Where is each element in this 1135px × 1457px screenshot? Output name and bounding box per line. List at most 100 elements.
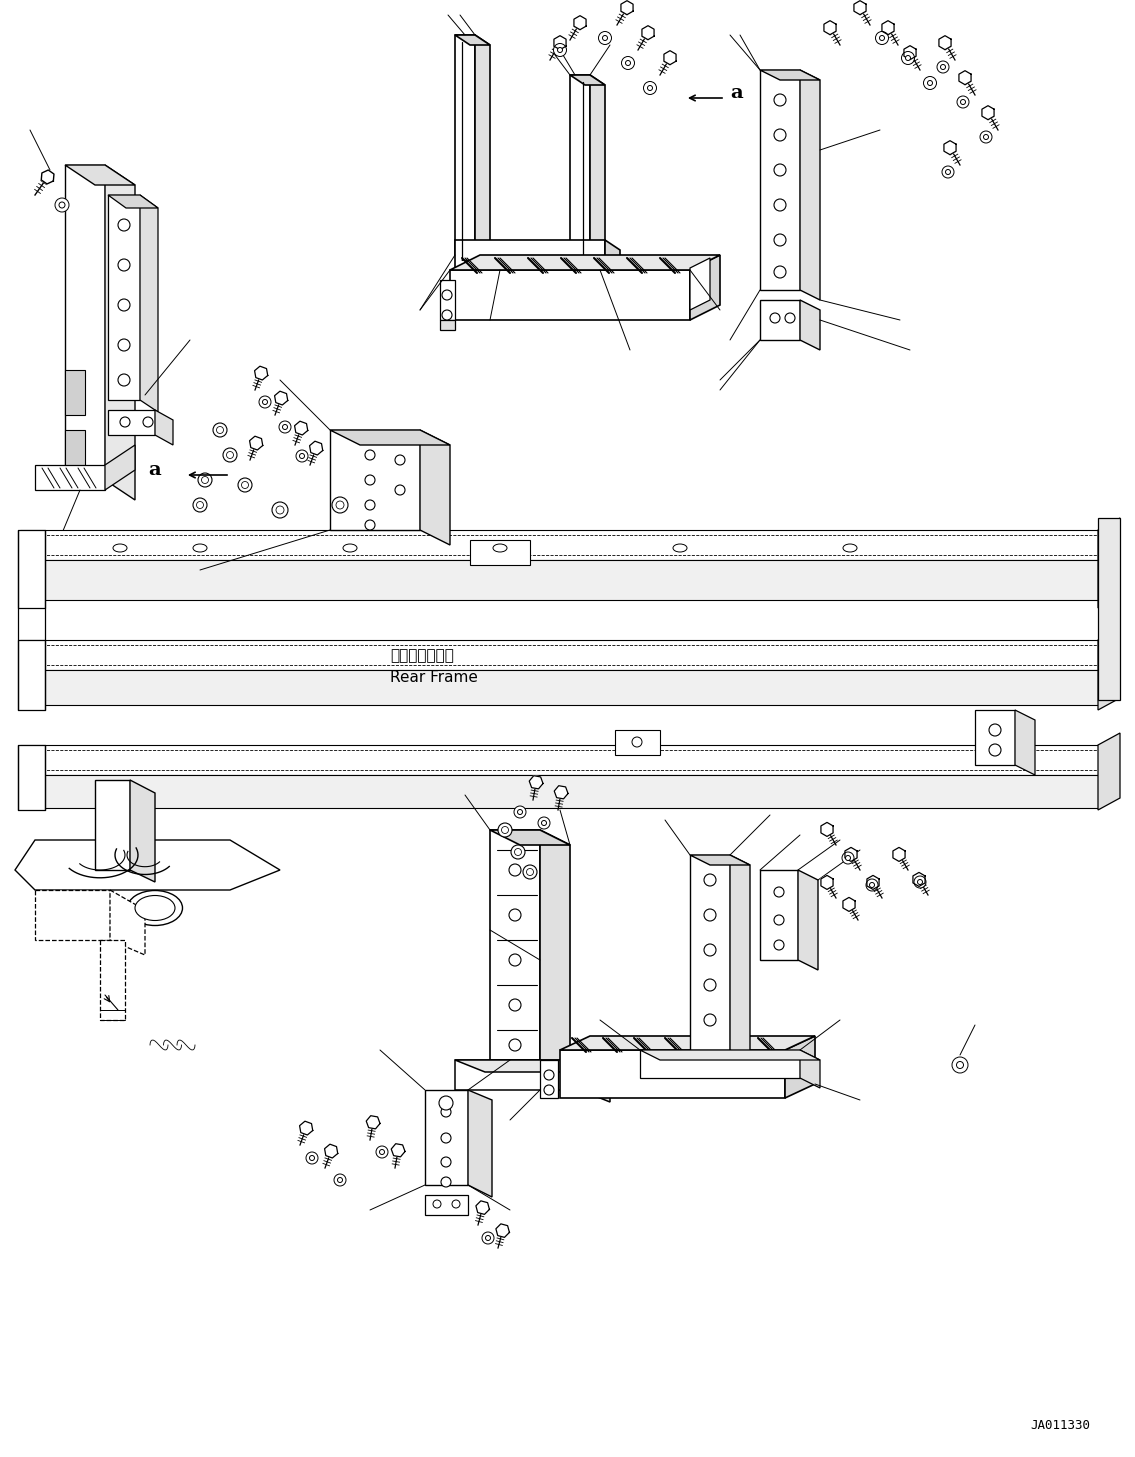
Circle shape xyxy=(118,299,131,310)
Circle shape xyxy=(334,1174,346,1186)
Circle shape xyxy=(498,823,512,836)
Polygon shape xyxy=(605,240,620,278)
Polygon shape xyxy=(440,280,455,321)
Polygon shape xyxy=(554,785,568,798)
Polygon shape xyxy=(35,465,106,490)
Circle shape xyxy=(486,1236,490,1240)
Polygon shape xyxy=(690,855,750,865)
Polygon shape xyxy=(65,165,106,479)
Polygon shape xyxy=(1098,733,1120,810)
Polygon shape xyxy=(476,35,490,265)
Circle shape xyxy=(54,198,69,213)
Circle shape xyxy=(196,501,203,508)
Circle shape xyxy=(625,61,631,66)
Polygon shape xyxy=(18,640,45,710)
Polygon shape xyxy=(476,1201,489,1214)
Circle shape xyxy=(989,745,1001,756)
Polygon shape xyxy=(15,841,280,890)
Polygon shape xyxy=(560,1036,815,1050)
Polygon shape xyxy=(20,775,1100,809)
Circle shape xyxy=(942,166,955,178)
Circle shape xyxy=(259,396,271,408)
Polygon shape xyxy=(867,876,880,889)
Polygon shape xyxy=(730,855,750,1061)
Polygon shape xyxy=(843,898,855,912)
Circle shape xyxy=(554,44,566,57)
Polygon shape xyxy=(367,1116,380,1129)
Circle shape xyxy=(557,48,563,52)
Circle shape xyxy=(120,417,131,427)
Polygon shape xyxy=(100,940,125,1020)
Circle shape xyxy=(518,810,522,814)
Polygon shape xyxy=(540,1061,558,1099)
Polygon shape xyxy=(821,876,833,889)
Polygon shape xyxy=(20,640,1100,670)
Circle shape xyxy=(866,879,878,892)
Circle shape xyxy=(514,806,526,817)
Circle shape xyxy=(197,474,212,487)
Circle shape xyxy=(632,737,642,747)
Polygon shape xyxy=(580,1061,609,1101)
Circle shape xyxy=(774,940,784,950)
Polygon shape xyxy=(295,421,308,436)
Polygon shape xyxy=(455,240,605,268)
Circle shape xyxy=(118,219,131,232)
Circle shape xyxy=(523,865,537,879)
Polygon shape xyxy=(95,779,131,870)
Polygon shape xyxy=(496,1224,510,1237)
Circle shape xyxy=(622,57,634,70)
Polygon shape xyxy=(640,1050,819,1061)
Circle shape xyxy=(238,478,252,492)
Text: a: a xyxy=(730,85,742,102)
Polygon shape xyxy=(250,436,262,450)
Circle shape xyxy=(774,165,787,176)
Circle shape xyxy=(336,501,344,508)
Circle shape xyxy=(514,848,521,855)
Circle shape xyxy=(508,909,521,921)
Polygon shape xyxy=(470,541,530,565)
Circle shape xyxy=(143,417,153,427)
Circle shape xyxy=(544,1085,554,1096)
Circle shape xyxy=(989,724,1001,736)
Circle shape xyxy=(276,506,284,514)
Circle shape xyxy=(846,855,850,861)
Circle shape xyxy=(502,826,508,833)
Polygon shape xyxy=(939,35,951,50)
Circle shape xyxy=(927,80,933,86)
Polygon shape xyxy=(140,195,158,412)
Polygon shape xyxy=(821,822,833,836)
Circle shape xyxy=(432,1201,442,1208)
Circle shape xyxy=(544,1069,554,1080)
Polygon shape xyxy=(690,258,711,310)
Circle shape xyxy=(118,259,131,271)
Circle shape xyxy=(262,399,268,405)
Circle shape xyxy=(842,852,854,864)
Polygon shape xyxy=(760,870,798,960)
Polygon shape xyxy=(854,0,866,15)
Polygon shape xyxy=(642,26,654,39)
Text: a: a xyxy=(148,460,161,479)
Polygon shape xyxy=(155,409,173,444)
Circle shape xyxy=(901,51,915,64)
Ellipse shape xyxy=(843,543,857,552)
Polygon shape xyxy=(424,1195,468,1215)
Circle shape xyxy=(202,476,209,484)
Circle shape xyxy=(704,1014,716,1026)
Polygon shape xyxy=(664,51,676,64)
Polygon shape xyxy=(903,45,916,60)
Polygon shape xyxy=(424,1090,468,1185)
Circle shape xyxy=(365,475,375,485)
Circle shape xyxy=(442,290,452,300)
Polygon shape xyxy=(690,855,730,1050)
Circle shape xyxy=(442,1107,451,1118)
Polygon shape xyxy=(330,430,420,530)
Circle shape xyxy=(508,954,521,966)
Circle shape xyxy=(439,1096,453,1110)
Ellipse shape xyxy=(673,543,687,552)
Polygon shape xyxy=(65,430,85,471)
Polygon shape xyxy=(615,730,659,755)
Ellipse shape xyxy=(193,543,207,552)
Polygon shape xyxy=(455,35,490,45)
Circle shape xyxy=(59,203,65,208)
Polygon shape xyxy=(20,530,1100,559)
